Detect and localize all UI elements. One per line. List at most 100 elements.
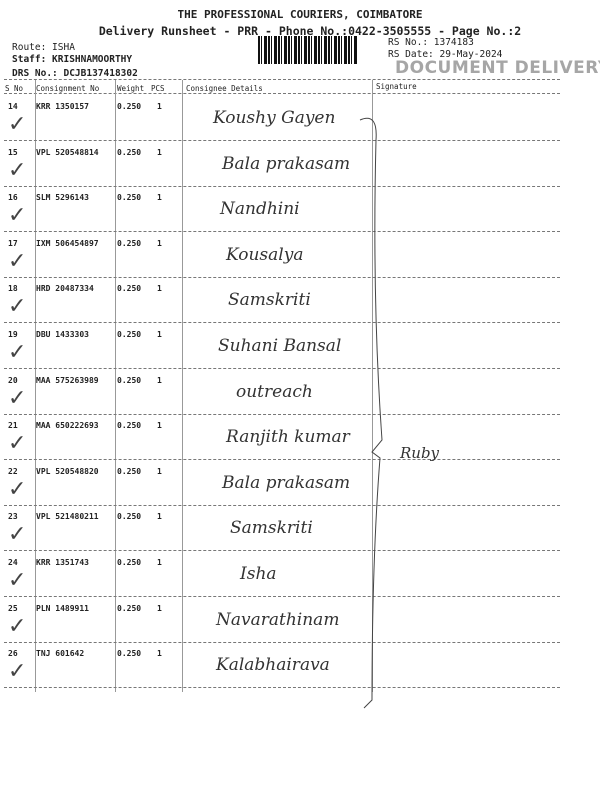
serial-number: 17 — [8, 238, 18, 248]
weight: 0.250 — [117, 649, 142, 659]
rs-number: RS No.: 1374183 — [388, 37, 474, 48]
consignment-number: KRR 1350157 — [36, 102, 89, 111]
row-divider — [4, 596, 560, 597]
checkmark-icon: ✓ — [8, 613, 27, 639]
pieces: 1 — [157, 603, 162, 613]
pieces: 1 — [157, 193, 162, 203]
column-divider — [35, 80, 36, 692]
consignment-number: HRD 20487334 — [36, 284, 94, 294]
col-sno: S No — [5, 84, 24, 93]
checkmark-icon: ✓ — [8, 568, 27, 593]
weight: 0.250 — [117, 421, 142, 431]
pieces: 1 — [157, 147, 162, 157]
weight: 0.250 — [117, 102, 142, 111]
pieces: 1 — [157, 421, 162, 431]
pieces: 1 — [157, 512, 162, 522]
consignee-signature: Suhani Bansal — [218, 336, 342, 356]
row-divider — [4, 185, 560, 187]
checkmark-icon: ✓ — [8, 203, 27, 229]
weight: 0.250 — [117, 603, 142, 613]
consignee-signature: Isha — [240, 564, 277, 584]
col-signature: Signature — [376, 82, 417, 91]
serial-number: 20 — [8, 375, 18, 385]
weight: 0.250 — [117, 466, 142, 476]
row-divider — [4, 687, 560, 689]
consignment-number: VPL 521480211 — [36, 512, 99, 522]
consignee-signature: Kousalya — [226, 244, 304, 265]
consignment-number: VPL 520548820 — [36, 466, 99, 476]
pieces: 1 — [157, 558, 162, 567]
weight: 0.250 — [117, 238, 142, 248]
weight: 0.250 — [117, 512, 142, 522]
consignment-number: MAA 650222693 — [36, 421, 99, 431]
serial-number: 15 — [8, 147, 18, 157]
runsheet-title: Delivery Runsheet - PRR - Phone No.:0422… — [98, 24, 522, 38]
checkmark-icon: ✓ — [8, 431, 27, 457]
consignee-signature: Samskriti — [230, 518, 313, 539]
checkmark-icon: ✓ — [8, 157, 27, 183]
consignment-number: MAA 575263989 — [36, 375, 99, 385]
serial-number: 19 — [8, 330, 18, 339]
checkmark-icon: ✓ — [8, 112, 27, 137]
pieces: 1 — [157, 375, 162, 385]
row-divider — [4, 504, 560, 506]
serial-number: 23 — [8, 512, 18, 522]
company-name: THE PROFESSIONAL COURIERS, COIMBATORE — [177, 8, 423, 21]
column-divider — [115, 80, 116, 692]
pieces: 1 — [157, 238, 162, 248]
checkmark-icon: ✓ — [8, 476, 27, 502]
checkmark-icon: ✓ — [8, 340, 27, 365]
weight: 0.250 — [117, 284, 142, 294]
serial-number: 26 — [8, 649, 18, 659]
divider — [4, 79, 560, 80]
consignment-number: DBU 1433303 — [36, 330, 89, 339]
row-divider — [4, 140, 560, 141]
checkmark-icon: ✓ — [8, 385, 27, 411]
document-delivery-stamp: DOCUMENT DELIVERY — [395, 58, 600, 78]
checkmark-icon: ✓ — [8, 522, 27, 548]
pieces: 1 — [157, 649, 162, 659]
row-divider — [4, 641, 560, 643]
col-pcs: PCS — [151, 84, 165, 93]
consignee-signature: outreach — [236, 381, 313, 402]
column-divider — [182, 80, 183, 692]
weight: 0.250 — [117, 558, 142, 567]
serial-number: 16 — [8, 193, 18, 203]
consignment-number: SLM 5296143 — [36, 193, 89, 203]
consignment-number: VPL 520548814 — [36, 147, 99, 157]
weight: 0.250 — [117, 375, 142, 385]
pieces: 1 — [157, 284, 162, 294]
column-divider — [372, 80, 373, 692]
serial-number: 18 — [8, 284, 18, 294]
consignee-signature: Ranjith kumar — [226, 427, 350, 448]
consignment-number: KRR 1351743 — [36, 558, 89, 567]
serial-number: 22 — [8, 466, 18, 476]
checkmark-icon: ✓ — [8, 659, 27, 685]
divider — [4, 93, 560, 94]
row-divider — [4, 231, 560, 233]
serial-number: 24 — [8, 558, 18, 567]
signature-name: Ruby — [400, 444, 440, 462]
consignee-signature: Samskriti — [228, 290, 311, 311]
drs-number: DRS No.: DCJB137418302 — [12, 68, 138, 79]
consignee-signature: Navarathinam — [216, 609, 340, 630]
col-weight: Weight — [117, 84, 145, 93]
consignee-signature: Nandhini — [220, 199, 300, 220]
consignee-signature: Kalabhairava — [216, 655, 330, 676]
rs-date: RS Date: 29-May-2024 — [388, 49, 503, 60]
consignment-number: IXM 506454897 — [36, 238, 99, 248]
consignee-signature: Koushy Gayen — [213, 108, 336, 128]
col-consignment: Consignment No — [36, 84, 100, 93]
row-divider — [4, 276, 560, 278]
barcode — [258, 36, 358, 64]
pieces: 1 — [157, 330, 162, 339]
weight: 0.250 — [117, 193, 142, 203]
row-divider — [4, 459, 560, 461]
pieces: 1 — [157, 102, 162, 111]
consignment-number: TNJ 601642 — [36, 649, 85, 659]
serial-number: 14 — [8, 102, 18, 111]
row-divider — [4, 413, 560, 415]
consignee-signature: Bala prakasam — [222, 472, 351, 493]
row-divider — [4, 322, 560, 324]
